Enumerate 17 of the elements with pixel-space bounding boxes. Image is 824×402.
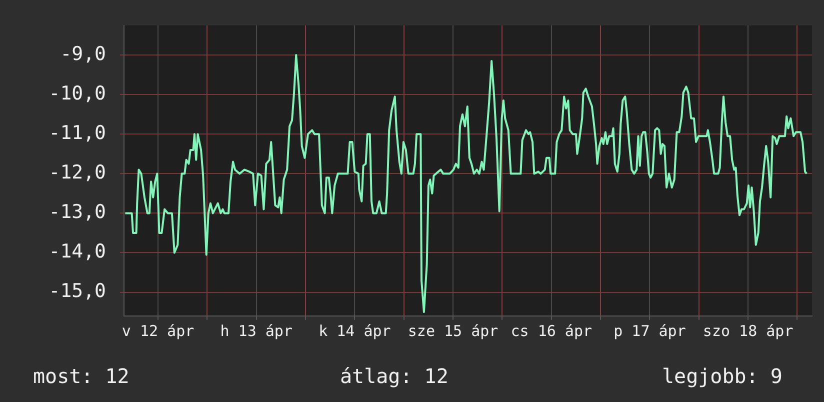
x-tick-label: sze 15 ápr [408,322,498,340]
x-tick-label: p 17 ápr [614,322,686,340]
y-tick-label: -12,0 [48,162,106,184]
x-tick-label: szo 18 ápr [702,322,794,340]
x-tick-label: v 12 ápr [122,322,194,340]
y-tick-label: -14,0 [48,240,106,263]
x-tick-label: k 14 ápr [318,322,391,340]
y-tick-label: -9,0 [60,42,106,65]
x-tick-label: h 13 ápr [220,322,292,340]
y-tick-label: -11,0 [48,122,106,144]
y-tick-label: -13,0 [48,201,106,224]
y-tick-label: -15,0 [48,280,106,302]
text: most: 12 [33,364,130,388]
text: átlag: 12 [340,364,448,388]
y-tick-label: -10,0 [48,82,106,105]
x-tick-label: cs 16 ápr [510,322,592,340]
text: legjobb: 9 [662,364,782,388]
